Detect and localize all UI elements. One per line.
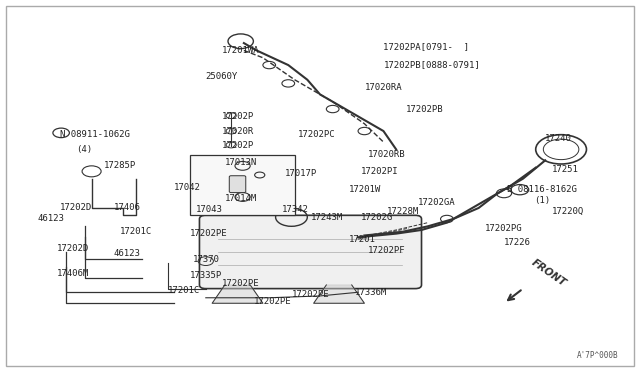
Text: N 08911-1062G: N 08911-1062G (60, 130, 130, 139)
Text: 17017P: 17017P (285, 169, 317, 178)
Text: 17202PB: 17202PB (406, 105, 444, 113)
Text: 17201: 17201 (349, 235, 376, 244)
Text: 17202PC: 17202PC (298, 130, 335, 139)
Bar (190, 155, 294, 215)
Text: 17240: 17240 (545, 134, 572, 143)
FancyBboxPatch shape (200, 215, 422, 289)
Text: 17251: 17251 (552, 165, 579, 174)
Text: (4): (4) (76, 145, 92, 154)
Text: 17202G: 17202G (361, 213, 394, 222)
Text: 17406M: 17406M (57, 269, 89, 279)
Text: 17202PG: 17202PG (485, 224, 523, 232)
Text: 17406: 17406 (114, 203, 141, 212)
Text: 17013N: 17013N (225, 158, 257, 167)
Polygon shape (212, 285, 263, 303)
Text: 17201C: 17201C (120, 227, 152, 236)
Text: 17202PI: 17202PI (361, 167, 399, 176)
Text: 17201W: 17201W (349, 185, 381, 194)
Text: 17202PE: 17202PE (221, 279, 259, 288)
Text: 17202P: 17202P (221, 141, 254, 150)
Text: 17020RB: 17020RB (367, 150, 405, 159)
Text: 17202PE: 17202PE (253, 297, 291, 306)
Text: 17202PF: 17202PF (367, 246, 405, 254)
Text: (1): (1) (534, 196, 550, 205)
Text: 17202D: 17202D (57, 244, 89, 253)
Text: 17201C: 17201C (168, 286, 200, 295)
Text: 17342: 17342 (282, 205, 309, 214)
Text: 17202PE: 17202PE (291, 289, 329, 299)
Text: 17020R: 17020R (221, 126, 254, 135)
Text: 46123: 46123 (114, 249, 141, 258)
Text: A'7P^000B: A'7P^000B (577, 351, 618, 360)
Text: 17042: 17042 (174, 183, 201, 192)
FancyBboxPatch shape (229, 176, 246, 193)
Text: 25060Y: 25060Y (206, 71, 238, 81)
Polygon shape (314, 285, 364, 303)
Text: 17202PB[0888-0791]: 17202PB[0888-0791] (383, 61, 480, 70)
Text: 17336M: 17336M (355, 288, 387, 297)
Text: 17243M: 17243M (310, 213, 343, 222)
Text: 17335P: 17335P (190, 271, 222, 280)
Text: 17043: 17043 (196, 205, 223, 214)
Text: 17285P: 17285P (104, 161, 136, 170)
Text: 17014M: 17014M (225, 194, 257, 203)
Text: FRONT: FRONT (529, 258, 568, 289)
Text: 17202PE: 17202PE (190, 229, 228, 238)
Text: 17202GA: 17202GA (419, 198, 456, 207)
Text: 17201WA: 17201WA (221, 46, 259, 55)
Text: 46123: 46123 (38, 215, 65, 224)
Text: 17202D: 17202D (60, 203, 92, 212)
Text: 17202PA[0791-  ]: 17202PA[0791- ] (383, 42, 470, 51)
Text: 17370: 17370 (193, 255, 220, 264)
Text: 17202P: 17202P (221, 112, 254, 121)
Text: B 08116-8162G: B 08116-8162G (507, 185, 577, 194)
Text: 17020RA: 17020RA (364, 83, 402, 92)
Text: 17226: 17226 (504, 238, 531, 247)
Text: 17228M: 17228M (387, 207, 419, 216)
Text: 17220Q: 17220Q (552, 207, 584, 216)
